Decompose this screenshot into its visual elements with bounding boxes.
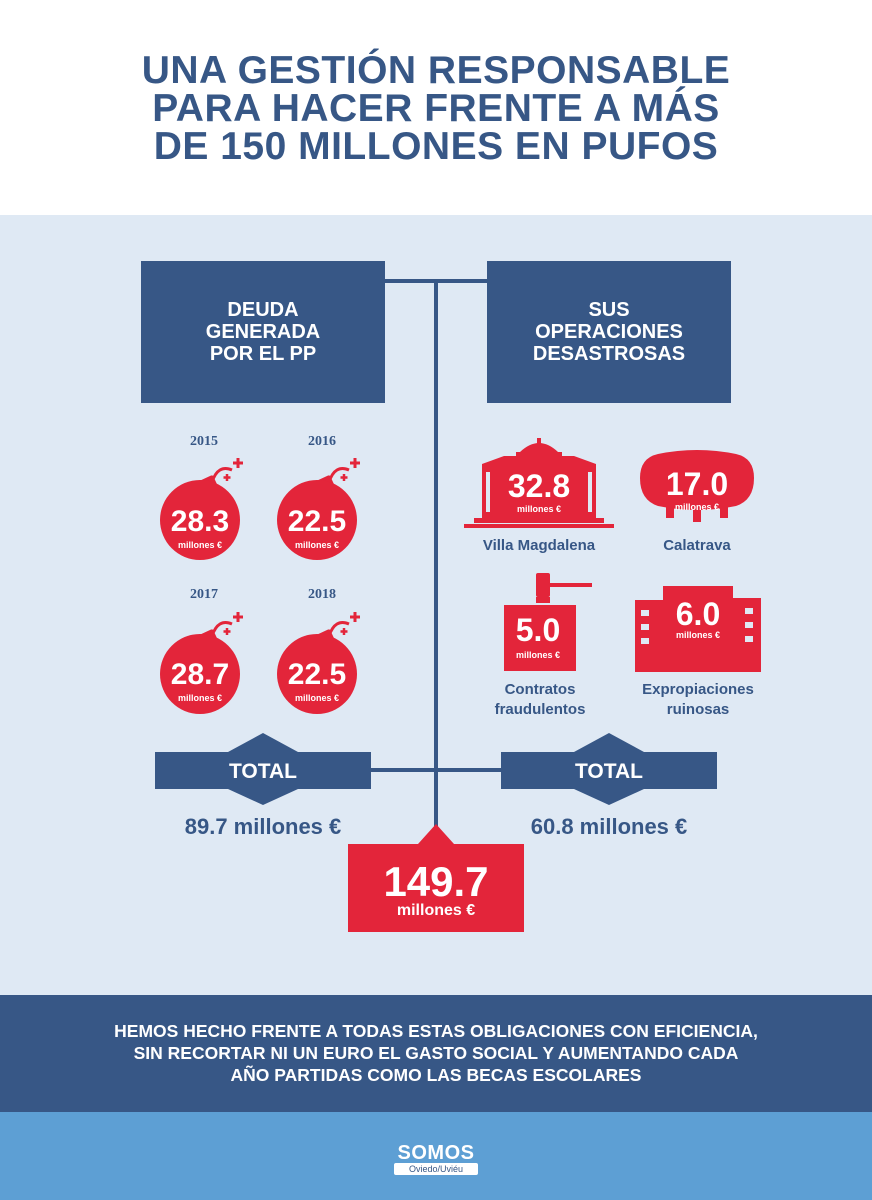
debt-year-2018: 2018: [308, 587, 336, 602]
debt-value-2016: 22.5: [287, 505, 347, 538]
bottom-message: HEMOS HECHO FRENTE A TODAS ESTAS OBLIGAC…: [0, 1020, 872, 1086]
operation-label-villa-magdalena: Villa Magdalena: [482, 537, 596, 554]
debt-unit-2018: millones €: [294, 693, 339, 703]
left-total-banner: [155, 733, 371, 805]
left-header-line-3: POR EL PP: [209, 343, 317, 365]
message-band: [0, 995, 872, 1112]
operation-value-villa-magdalena: 32.8: [507, 468, 571, 504]
operation-unit-calatrava: millones €: [674, 502, 719, 512]
operation-label-expropiaciones: Expropiaciones ruinosas: [622, 680, 774, 720]
building-icon: [464, 438, 614, 528]
debt-year-2015: 2015: [190, 434, 218, 449]
right-header-box: SUS OPERACIONES DESASTROSAS: [487, 261, 731, 403]
right-header-line-2: OPERACIONES: [535, 321, 683, 343]
debt-unit-2016: millones €: [294, 540, 339, 550]
bomb-icon: [160, 612, 243, 714]
right-header-line-1: SUS: [588, 299, 630, 321]
bottom-message-line-1: HEMOS HECHO FRENTE A TODAS ESTAS OBLIGAC…: [114, 1021, 758, 1041]
page-title: UNA GESTIÓN RESPONSABLE PARA HACER FRENT…: [0, 49, 872, 168]
debt-value-2017: 28.7: [170, 658, 230, 691]
title-line-2: PARA HACER FRENTE A MÁS: [152, 87, 720, 130]
operation-value-contratos: 5.0: [515, 612, 561, 648]
right-total-label: TOTAL: [574, 760, 644, 783]
operation-unit-villa-magdalena: millones €: [516, 504, 561, 514]
left-total-amount: 89.7 millones €: [184, 814, 342, 839]
bomb-icon: [277, 612, 360, 714]
bottom-message-line-3: AÑO PARTIDAS COMO LAS BECAS ESCOLARES: [230, 1065, 642, 1085]
debt-unit-2015: millones €: [177, 540, 222, 550]
operation-unit-expropiaciones: millones €: [675, 630, 720, 640]
operation-label-calatrava: Calatrava: [663, 537, 731, 554]
bomb-icon: [160, 458, 243, 560]
logo-sub: Oviedo/Uviéu: [394, 1163, 478, 1175]
logo-name: SOMOS: [397, 1142, 475, 1164]
operation-unit-contratos: millones €: [515, 650, 560, 660]
bottom-message-line-2: SIN RECORTAR NI UN EURO EL GASTO SOCIAL …: [133, 1043, 739, 1063]
grand-total-value: 149.7: [383, 858, 489, 905]
title-line-1: UNA GESTIÓN RESPONSABLE: [141, 49, 731, 92]
debt-year-2016: 2016: [308, 434, 336, 449]
operation-label-expropiaciones-line-2: ruinosas: [666, 701, 730, 718]
operation-label-expropiaciones-line-1: Expropiaciones: [642, 681, 754, 698]
footer-band: [0, 1112, 872, 1200]
left-total-label: TOTAL: [228, 760, 298, 783]
grand-total-box: [348, 824, 524, 932]
operation-label-contratos-line-2: fraudulentos: [494, 701, 586, 718]
operation-value-expropiaciones: 6.0: [675, 596, 721, 632]
gavel-icon: [504, 573, 592, 671]
totals-connector-line: [370, 768, 502, 772]
debt-unit-2017: millones €: [177, 693, 222, 703]
title-line-3: DE 150 MILLONES EN PUFOS: [153, 125, 719, 168]
calatrava-icon: [640, 450, 754, 522]
left-header-box: DEUDA GENERADA POR EL PP: [141, 261, 385, 403]
left-header-line-2: GENERADA: [205, 321, 321, 343]
buildings-icon: [635, 586, 761, 672]
right-header-line-3: DESASTROSAS: [532, 343, 686, 365]
debt-value-2015: 28.3: [170, 505, 230, 538]
right-total-banner: [501, 733, 717, 805]
left-header-line-1: DEUDA: [227, 299, 299, 321]
operation-label-contratos-line-1: Contratos: [504, 681, 576, 698]
right-total-amount: 60.8 millones €: [530, 814, 688, 839]
operation-value-calatrava: 17.0: [665, 466, 729, 502]
debt-year-2017: 2017: [190, 587, 218, 602]
center-vertical-line: [434, 281, 438, 841]
operation-label-contratos: Contratos fraudulentos: [470, 680, 610, 720]
debt-value-2018: 22.5: [287, 658, 347, 691]
grand-total-unit: millones €: [396, 902, 476, 919]
bomb-icon: [277, 458, 360, 560]
